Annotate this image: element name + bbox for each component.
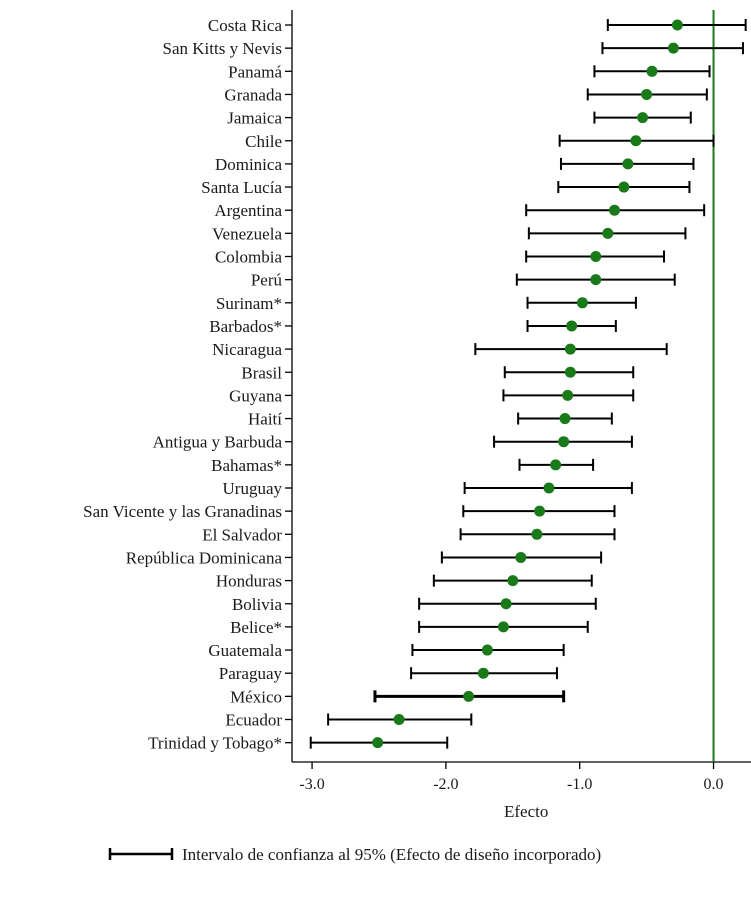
legend-label: Intervalo de confianza al 95% (Efecto de… [182, 845, 601, 864]
point-estimate [646, 65, 658, 77]
category-label: Nicaragua [212, 340, 282, 359]
point-estimate [590, 274, 602, 286]
point-estimate [564, 366, 576, 378]
x-tick-label: -1.0 [567, 776, 592, 793]
point-estimate [534, 505, 546, 517]
point-estimate [531, 528, 543, 540]
point-estimate [671, 19, 683, 31]
point-estimate [481, 644, 493, 656]
category-label: San Kitts y Nevis [163, 39, 282, 58]
category-label: Jamaica [227, 109, 282, 128]
point-estimate [558, 436, 570, 448]
category-label: Venezuela [212, 224, 282, 243]
point-estimate [564, 343, 576, 355]
x-tick-label: -2.0 [433, 776, 458, 793]
category-label: Antigua y Barbuda [153, 433, 283, 452]
category-label: Bahamas* [211, 456, 282, 475]
point-estimate [550, 459, 562, 471]
category-label: Paraguay [219, 664, 283, 683]
category-label: Argentina [214, 201, 282, 220]
category-label: Chile [245, 132, 282, 151]
x-axis: -3.0 -2.0 -1.0 0.0 [299, 762, 724, 793]
point-estimate [393, 714, 405, 725]
point-estimate [641, 88, 653, 100]
category-label: Belice* [230, 618, 282, 637]
category-label: Granada [224, 85, 282, 104]
point-estimate [507, 575, 519, 587]
point-estimate [618, 181, 630, 193]
category-label: Surinam* [216, 294, 282, 313]
point-estimate [543, 482, 555, 494]
x-tick-label: 0.0 [704, 776, 724, 793]
x-tick-label: -3.0 [299, 776, 324, 793]
point-estimate [477, 667, 489, 679]
category-label: Colombia [215, 248, 283, 267]
point-estimate [602, 227, 614, 239]
point-estimate [637, 112, 649, 124]
point-estimate [515, 551, 527, 563]
category-label: Guatemala [208, 641, 282, 660]
category-label: Guyana [229, 386, 282, 405]
category-label: Bolivia [232, 595, 283, 614]
category-label: Barbados* [209, 317, 282, 336]
point-estimate [463, 690, 475, 702]
category-label: Panamá [228, 62, 282, 81]
point-estimate [559, 413, 571, 425]
category-label: Santa Lucía [201, 178, 282, 197]
category-label: Dominica [215, 155, 282, 174]
point-estimate [667, 42, 679, 54]
legend: Intervalo de confianza al 95% (Efecto de… [108, 845, 601, 864]
intervals-and-points [309, 19, 747, 749]
category-label: El Salvador [202, 525, 282, 544]
category-label: Brasil [241, 363, 282, 382]
category-label: Costa Rica [208, 16, 283, 35]
point-estimate [562, 389, 574, 401]
point-estimate [622, 158, 634, 170]
point-estimate [590, 251, 602, 262]
point-estimate [500, 598, 512, 610]
x-axis-title: Efecto [504, 802, 548, 821]
point-estimate [497, 621, 509, 633]
category-label: Honduras [216, 572, 282, 591]
category-label: Haití [248, 410, 282, 429]
category-label: México [230, 687, 282, 706]
category-label: Uruguay [223, 479, 283, 498]
category-label: San Vicente y las Granadinas [83, 502, 282, 521]
category-label: República Dominicana [126, 548, 283, 567]
point-estimate [576, 297, 588, 309]
point-estimate [609, 204, 621, 216]
point-estimate [630, 135, 642, 147]
point-estimate [566, 320, 578, 332]
category-label: Ecuador [225, 711, 282, 730]
category-label: Trinidad y Tobago* [148, 734, 282, 753]
category-label: Perú [251, 271, 283, 290]
category-labels: Costa Rica San Kitts y Nevis Panamá Granada… [83, 16, 292, 753]
point-estimate [372, 737, 384, 749]
